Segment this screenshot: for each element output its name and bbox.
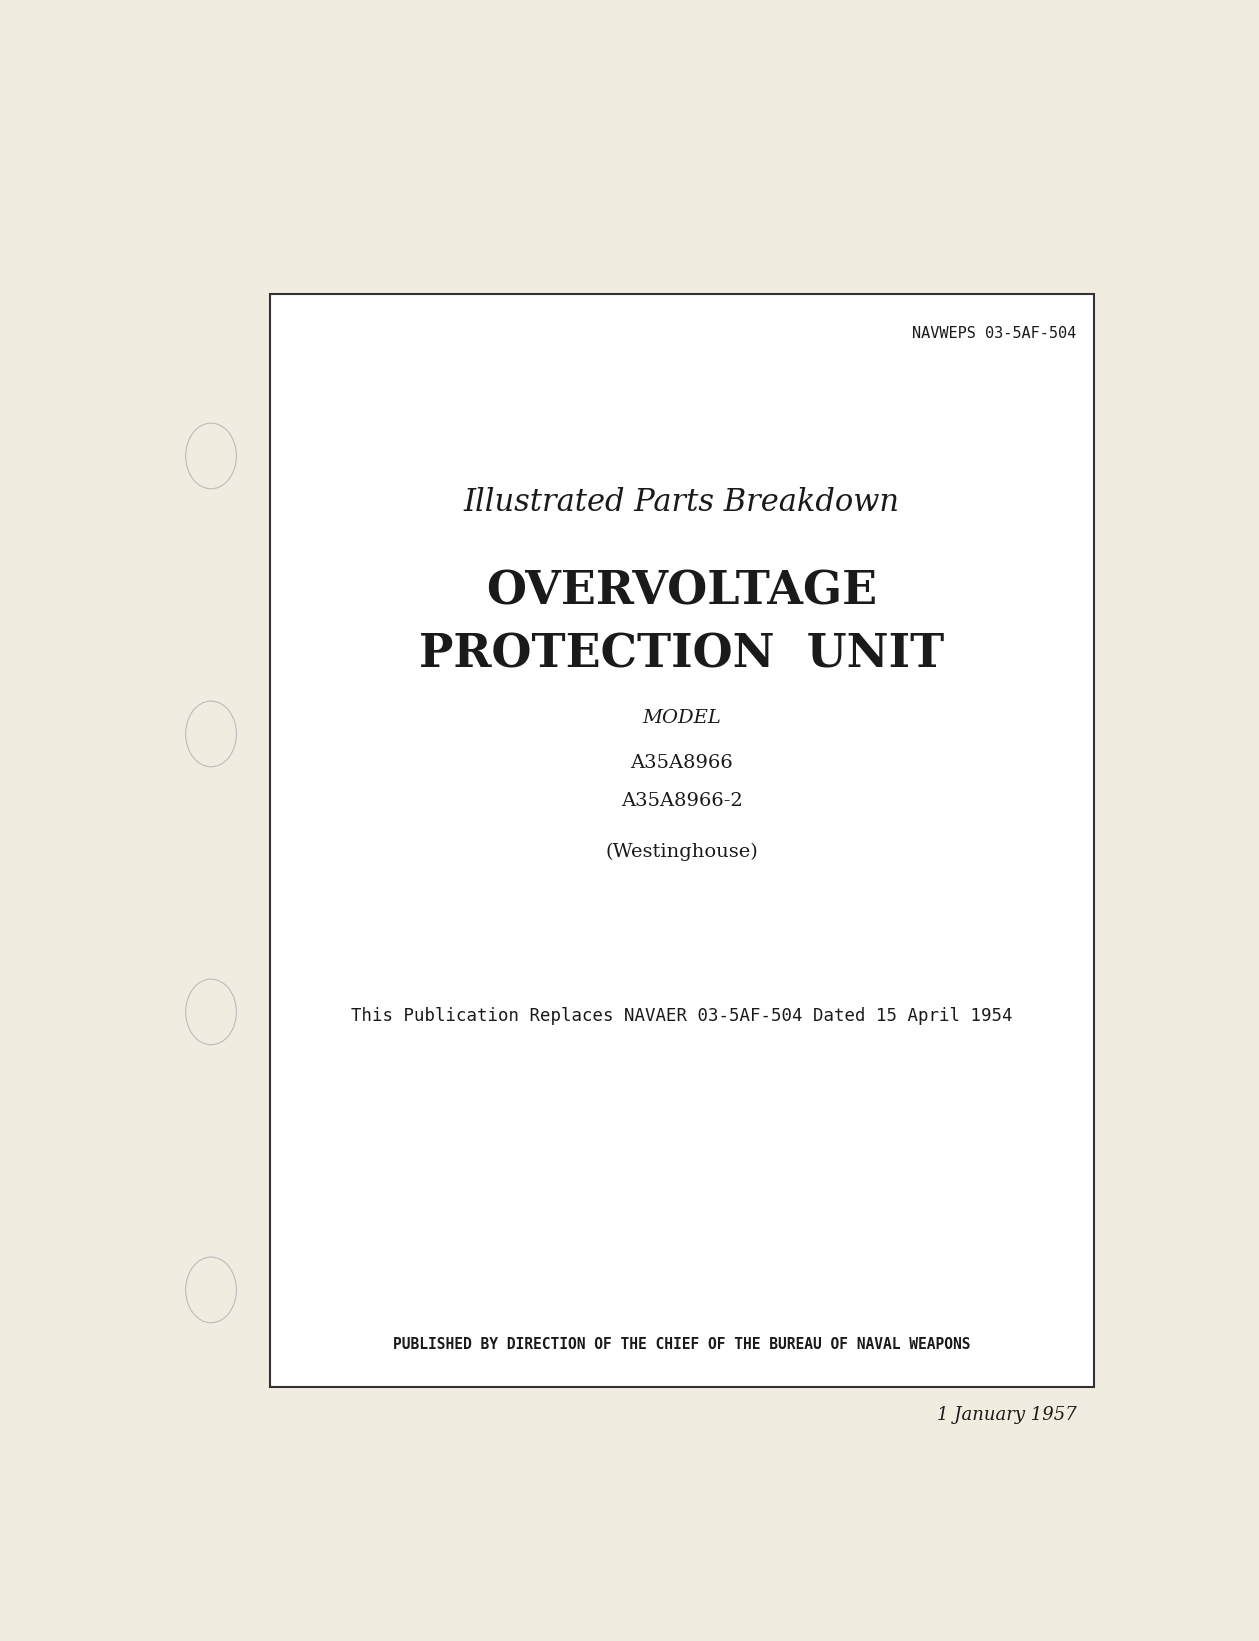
- Text: (Westinghouse): (Westinghouse): [606, 842, 758, 860]
- Text: 1 January 1957: 1 January 1957: [937, 1406, 1076, 1424]
- Text: MODEL: MODEL: [642, 709, 721, 727]
- Text: A35A8966-2: A35A8966-2: [621, 793, 743, 811]
- Text: PROTECTION  UNIT: PROTECTION UNIT: [419, 632, 944, 678]
- Circle shape: [185, 423, 237, 489]
- Text: A35A8966: A35A8966: [631, 753, 733, 771]
- Text: OVERVOLTAGE: OVERVOLTAGE: [486, 568, 878, 614]
- Text: Illustrated Parts Breakdown: Illustrated Parts Breakdown: [463, 487, 900, 519]
- Text: This Publication Replaces NAVAER 03-5AF-504 Dated 15 April 1954: This Publication Replaces NAVAER 03-5AF-…: [351, 1006, 1012, 1024]
- Circle shape: [185, 701, 237, 766]
- FancyBboxPatch shape: [269, 294, 1094, 1387]
- Text: PUBLISHED BY DIRECTION OF THE CHIEF OF THE BUREAU OF NAVAL WEAPONS: PUBLISHED BY DIRECTION OF THE CHIEF OF T…: [393, 1337, 971, 1352]
- Text: NAVWEPS 03-5AF-504: NAVWEPS 03-5AF-504: [913, 327, 1076, 341]
- Circle shape: [185, 980, 237, 1045]
- Circle shape: [185, 1257, 237, 1323]
